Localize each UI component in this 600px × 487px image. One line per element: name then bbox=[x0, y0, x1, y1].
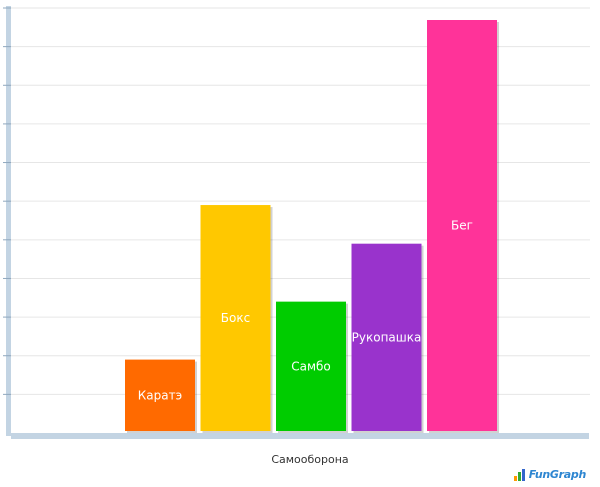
bar-label: Бег bbox=[451, 219, 473, 233]
x-axis-floor bbox=[11, 433, 589, 439]
bar bbox=[200, 205, 271, 431]
bar-label: Рукопашка bbox=[352, 330, 422, 344]
bar-label: Бокс bbox=[221, 311, 250, 325]
x-axis-label: Самооборона bbox=[271, 453, 348, 466]
bar bbox=[276, 301, 346, 431]
bars: Каратэ Бокс Самбо Рукопашка Бег bbox=[125, 20, 499, 433]
logo-text: FunGraph bbox=[528, 468, 587, 481]
bar-label: Самбо bbox=[291, 359, 331, 373]
bar-label: Каратэ bbox=[138, 388, 182, 402]
fungraph-logo: FunGraph bbox=[513, 468, 587, 481]
logo-bars-icon bbox=[513, 469, 526, 481]
logo-bar-3 bbox=[521, 469, 525, 481]
logo-bar-1 bbox=[513, 476, 517, 481]
y-axis-wall bbox=[6, 6, 11, 436]
bar bbox=[351, 243, 422, 431]
bar bbox=[427, 20, 497, 431]
bar bbox=[125, 359, 195, 431]
y-axis-ticks bbox=[3, 7, 11, 395]
axes bbox=[3, 6, 589, 439]
logo-bar-2 bbox=[517, 472, 521, 481]
